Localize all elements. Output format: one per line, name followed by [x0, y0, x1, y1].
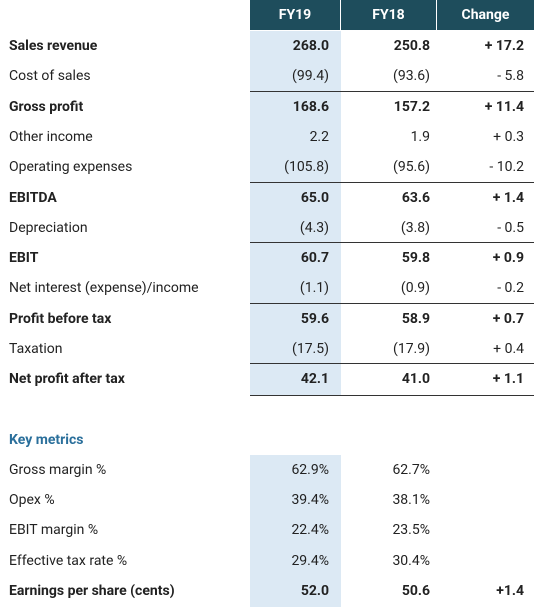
row-label: Gross profit [9, 98, 84, 115]
row-label: Opex % [9, 492, 55, 509]
cell-value: - 0.2 [497, 280, 524, 297]
cell-value: 22.4% [291, 522, 329, 539]
cell-value: + 0.4 [493, 341, 524, 357]
cell-value: +1.4 [496, 582, 524, 599]
cell-value: 50.6 [401, 582, 430, 599]
cell-value: 39.4% [291, 492, 329, 509]
cell-value: (1.1) [299, 280, 329, 297]
row-border [250, 181, 534, 183]
cell-value: 60.7 [300, 250, 329, 267]
header-cell: FY19 [250, 0, 340, 30]
row-label: Profit before tax [9, 310, 112, 327]
cell-value: 38.1% [392, 492, 430, 509]
row-label: Depreciation [9, 219, 88, 236]
header-cell: FY18 [341, 0, 436, 30]
row-label: Gross margin % [9, 462, 107, 478]
row-border [250, 302, 534, 304]
cell-value: (0.9) [400, 280, 430, 297]
cell-value: + 0.7 [492, 310, 524, 327]
cell-value: + 17.2 [484, 38, 524, 54]
cell-value: 63.6 [401, 189, 430, 206]
row-border [250, 242, 534, 244]
cell-value: (105.8) [284, 159, 329, 176]
cell-value: 65.0 [300, 189, 329, 206]
cell-value: - 0.5 [497, 219, 524, 236]
cell-value: + 0.9 [492, 250, 524, 267]
cell-value: + 1.4 [492, 189, 524, 206]
cell-value: 157.2 [393, 98, 430, 115]
cell-value: - 5.8 [497, 68, 524, 85]
row-label: Cost of sales [9, 68, 91, 85]
cell-value: + 11.4 [484, 98, 524, 115]
cell-value: (17.9) [393, 341, 430, 357]
fy19-shade [250, 31, 341, 395]
cell-value: 41.0 [401, 371, 430, 388]
row-label: Sales revenue [9, 38, 98, 54]
row-label: EBIT margin % [9, 522, 99, 539]
row-label: Net profit after tax [9, 371, 125, 388]
row-label: EBITDA [9, 189, 57, 206]
cell-value: - 10.2 [489, 159, 524, 176]
cell-value: 62.9% [291, 462, 329, 478]
cell-value: (93.6) [393, 68, 430, 85]
row-label: Effective tax rate % [9, 552, 128, 569]
cell-value: 62.7% [392, 462, 430, 478]
cell-value: 250.8 [393, 38, 430, 54]
cell-value: 59.6 [300, 310, 329, 327]
cell-value: 52.0 [300, 582, 329, 599]
cell-value: 59.8 [401, 250, 430, 267]
cell-value: (4.3) [299, 219, 329, 236]
header-cell: Change [437, 0, 534, 30]
cell-value: 23.5% [392, 522, 430, 539]
cell-value: 58.9 [401, 310, 430, 327]
row-border [250, 90, 534, 92]
row-label: Net interest (expense)/income [9, 280, 199, 297]
row-label: Earnings per share (cents) [9, 582, 175, 599]
row-label: Operating expenses [9, 159, 133, 176]
cell-value: 1.9 [410, 128, 430, 145]
cell-value: 30.4% [392, 552, 430, 569]
cell-value: 168.6 [292, 98, 329, 115]
cell-value: (95.6) [393, 159, 430, 176]
cell-value: 268.0 [292, 38, 329, 54]
fy19-shade [250, 455, 341, 607]
row-label: EBIT [9, 250, 39, 267]
cell-value: + 0.3 [493, 128, 524, 145]
row-label: Other income [9, 128, 93, 145]
section-title: Key metrics [9, 432, 84, 448]
cell-value: + 1.1 [492, 371, 524, 388]
cell-value: (99.4) [292, 68, 329, 85]
cell-value: (3.8) [400, 219, 430, 236]
cell-value: 2.2 [309, 128, 329, 145]
row-border [250, 394, 534, 396]
row-label: Taxation [9, 341, 63, 357]
row-border [250, 363, 534, 365]
cell-value: (17.5) [292, 341, 329, 357]
cell-value: 42.1 [300, 371, 329, 388]
cell-value: 29.4% [291, 552, 329, 569]
